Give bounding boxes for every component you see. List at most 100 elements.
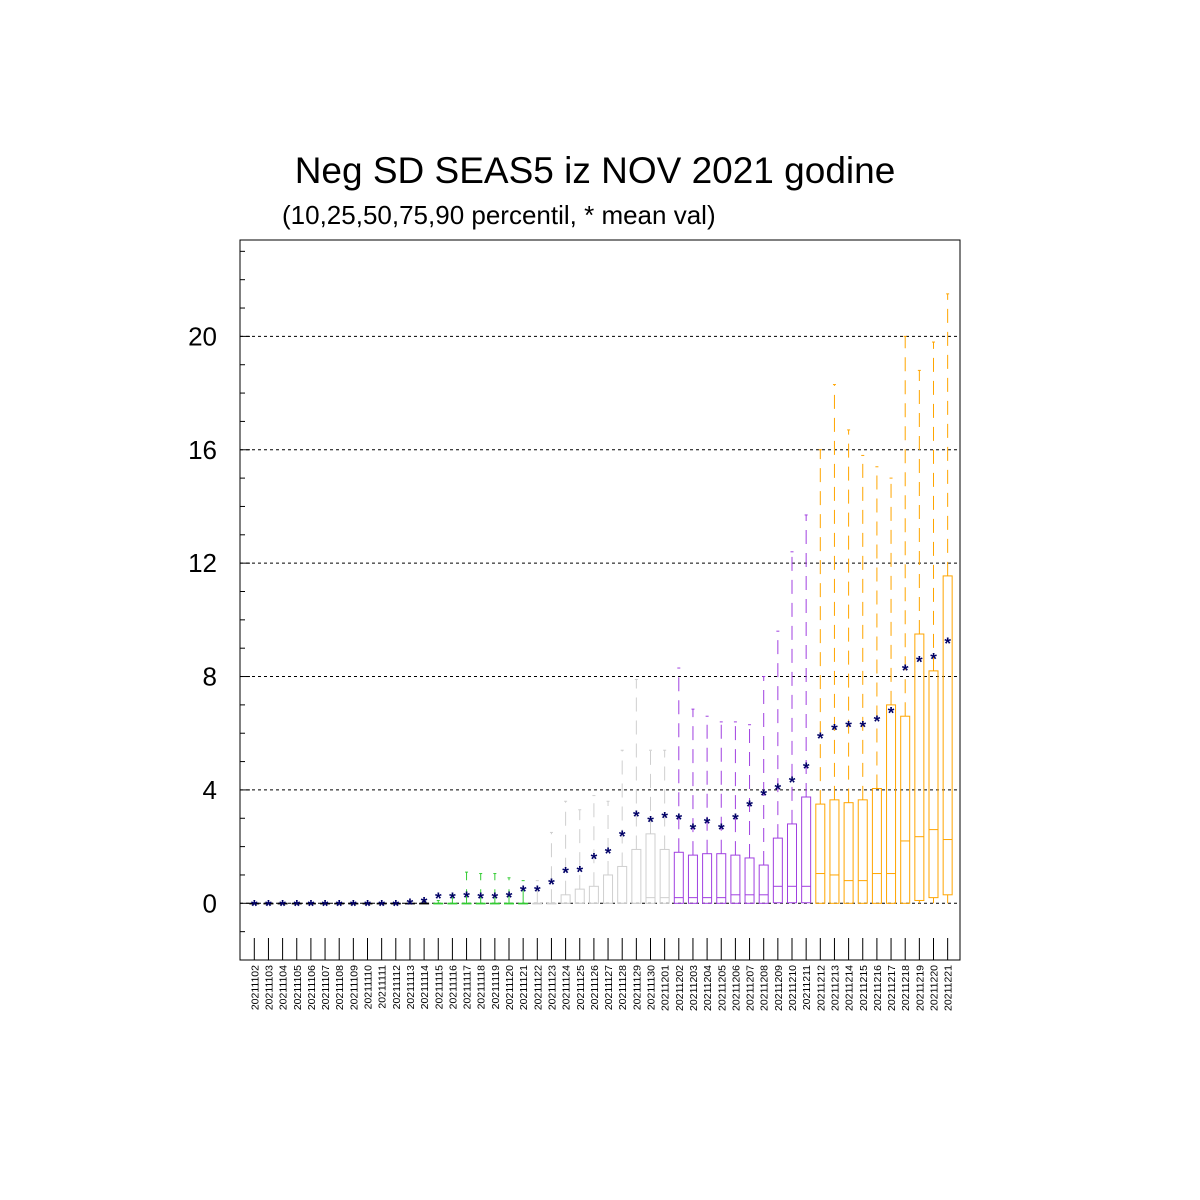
box-20211114	[419, 899, 430, 905]
x-tick-label: 20211202	[674, 965, 686, 1011]
box-iqr	[687, 854, 698, 904]
box-iqr	[815, 803, 826, 904]
box-20211110	[362, 902, 373, 905]
box-iqr	[603, 874, 614, 904]
box-20211117	[461, 871, 472, 905]
x-tick-label: 20211107	[320, 965, 332, 1010]
box-20211115	[433, 899, 444, 905]
x-tick-label: 20211104	[278, 965, 290, 1010]
x-tick-label: 20211201	[660, 965, 672, 1011]
x-tick-label: 20211210	[787, 965, 799, 1011]
box-20211111	[376, 902, 387, 905]
mean-marker: *	[492, 889, 499, 908]
box-20211215	[857, 454, 868, 904]
box-20211116	[447, 894, 458, 905]
x-tick-label: 20211119	[490, 965, 502, 1010]
mean-marker: *	[605, 844, 612, 863]
box-20211112	[390, 902, 401, 905]
box-iqr	[900, 715, 911, 904]
box-iqr	[560, 894, 571, 904]
box-iqr	[673, 851, 684, 904]
x-tick-label: 20211127	[603, 965, 615, 1010]
y-tick-label: 20	[188, 321, 217, 351]
mean-marker: *	[746, 797, 753, 816]
x-tick-label: 20211203	[688, 965, 700, 1011]
mean-marker: *	[718, 820, 725, 839]
chart-subtitle: (10,25,50,75,90 percentil, * mean val)	[282, 200, 716, 230]
x-tick-label: 20211125	[575, 965, 587, 1010]
box-20211129	[631, 678, 642, 904]
x-tick-label: 20211126	[589, 965, 601, 1010]
x-tick-label: 20211114	[419, 965, 431, 1010]
x-tick-label: 20211106	[306, 965, 318, 1010]
box-iqr	[574, 888, 585, 904]
mean-marker: *	[520, 882, 527, 901]
box-iqr	[928, 670, 939, 899]
mean-marker: *	[251, 896, 258, 915]
box-20211107	[320, 902, 331, 905]
y-tick-label: 16	[188, 435, 217, 465]
mean-marker: *	[732, 810, 739, 829]
y-tick-label: 0	[203, 888, 217, 918]
mean-marker: *	[675, 810, 682, 829]
box-20211123	[546, 831, 557, 905]
mean-marker: *	[633, 807, 640, 826]
y-tick-label: 4	[203, 775, 217, 805]
box-20211207	[744, 724, 755, 904]
box-20211105	[291, 902, 302, 905]
x-tick-label: 20211218	[900, 965, 912, 1011]
box-iqr	[659, 848, 670, 904]
mean-marker: *	[661, 808, 668, 827]
box-iqr	[758, 864, 769, 904]
box-20211208	[758, 676, 769, 904]
x-tick-label: 20211130	[646, 965, 658, 1010]
box-20211126	[588, 795, 599, 904]
x-tick-label: 20211124	[561, 965, 573, 1010]
box-20211202	[673, 667, 684, 904]
mean-marker: *	[859, 718, 866, 737]
x-tick-label: 20211117	[462, 965, 474, 1010]
x-tick-label: 20211103	[263, 965, 275, 1010]
x-tick-label: 20211206	[730, 965, 742, 1011]
x-tick-label: 20211205	[716, 965, 728, 1011]
box-iqr	[645, 833, 656, 904]
box-iqr	[914, 633, 925, 901]
box-20211130	[645, 749, 656, 904]
box-20211219	[914, 369, 925, 904]
x-tick-label: 20211112	[391, 965, 403, 1010]
box-20211103	[263, 902, 274, 905]
x-tick-label: 20211109	[348, 965, 360, 1010]
mean-marker: *	[888, 704, 895, 723]
box-20211102	[249, 902, 260, 905]
box-iqr	[829, 799, 840, 904]
box-20211109	[348, 902, 359, 905]
box-20211220	[928, 341, 939, 904]
mean-marker: *	[548, 875, 555, 894]
x-tick-label: 20211110	[363, 965, 375, 1010]
x-tick-label: 20211212	[815, 965, 827, 1011]
y-tick-label: 12	[188, 548, 217, 578]
box-iqr	[942, 575, 953, 896]
axis-ticks	[240, 250, 949, 960]
mean-marker: *	[293, 896, 300, 915]
box-iqr	[886, 704, 897, 904]
x-tick-label: 20211108	[334, 965, 346, 1010]
box-iqr	[772, 837, 783, 904]
box-20211217	[886, 477, 897, 904]
box-20211201	[659, 749, 670, 904]
x-tick-label: 20211217	[886, 965, 898, 1011]
y-tick-label: 8	[203, 662, 217, 692]
mean-marker: *	[463, 888, 470, 907]
box-20211122	[532, 880, 543, 905]
box-20211206	[730, 721, 741, 904]
box-20211106	[305, 902, 316, 905]
mean-marker: *	[690, 820, 697, 839]
mean-marker: *	[364, 896, 371, 915]
x-tick-label: 20211115	[433, 965, 445, 1010]
mean-marker: *	[449, 889, 456, 908]
mean-marker: *	[392, 896, 399, 915]
plot-frame	[239, 239, 961, 961]
box-iqr	[631, 848, 642, 904]
x-tick-label: 20211116	[447, 965, 459, 1010]
